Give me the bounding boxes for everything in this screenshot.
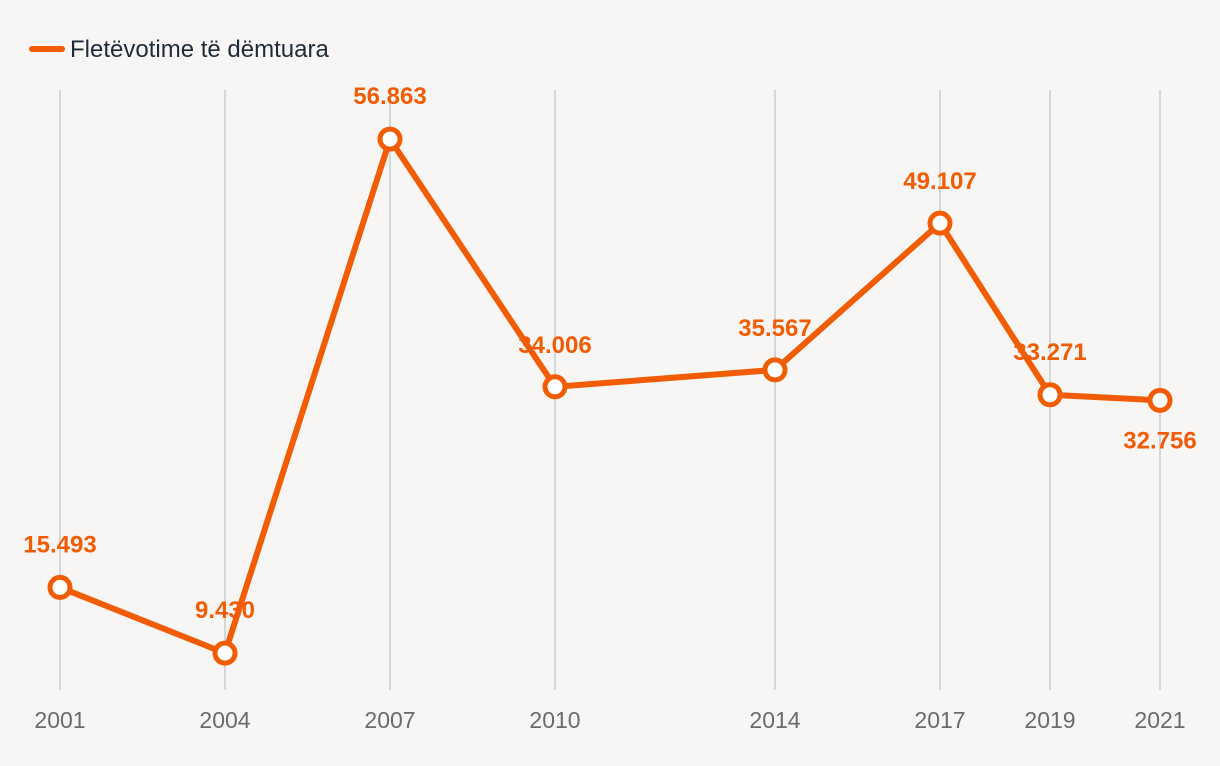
x-axis-ticks: 2001 2004 2007 2010 2014 2017 2019 2021 [34,707,1185,733]
data-point-2021 [1147,387,1173,413]
data-point-2019 [1037,382,1063,408]
x-tick-label-2019: 2019 [1024,707,1075,733]
data-point-2007 [377,126,403,152]
data-label-2017: 49.107 [903,168,976,195]
x-tick-label-2004: 2004 [199,707,250,733]
data-point-2014 [762,357,788,383]
x-tick-label-2001: 2001 [34,707,85,733]
x-tick-label-2007: 2007 [364,707,415,733]
x-tick-label-2010: 2010 [529,707,580,733]
data-label-2021: 32.756 [1123,427,1196,454]
data-label-2019: 33.271 [1013,339,1086,366]
data-label-2014: 35.567 [738,315,811,342]
x-tick-label-2021: 2021 [1134,707,1185,733]
data-point-2010 [542,374,568,400]
series-line [57,136,1163,657]
legend-label: Fletëvotime të dëmtuara [70,36,329,63]
data-label-2004: 9.430 [195,597,255,624]
data-point-2001 [47,574,73,600]
legend: Fletëvotime të dëmtuara [29,36,329,63]
series-group: 15.493 9.430 56.863 34.006 35.567 49.107 33.27… [23,83,1197,666]
data-label-2010: 34.006 [518,332,591,359]
data-label-2007: 56.863 [353,83,426,110]
x-tick-label-2014: 2014 [749,707,800,733]
data-point-2017 [927,210,953,236]
data-label-2001: 15.493 [23,531,96,558]
data-point-2004 [212,640,238,666]
x-tick-label-2017: 2017 [914,707,965,733]
